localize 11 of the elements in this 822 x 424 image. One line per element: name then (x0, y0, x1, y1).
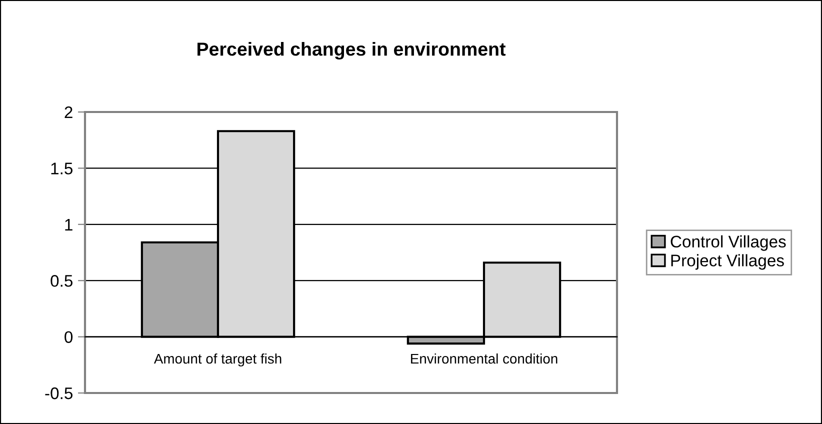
legend-label: Project Villages (671, 254, 784, 270)
x-tick-label: Environmental condition (411, 353, 558, 364)
y-tick-label: 0 (64, 331, 73, 344)
y-tick-label: 0.5 (50, 275, 72, 287)
x-tick-label: Amount of target fish (154, 353, 282, 366)
y-tick-label: 2 (64, 106, 72, 118)
chart-title: Perceived changes in environment (198, 42, 506, 60)
y-tick-label: 1 (65, 218, 72, 230)
y-tick-label: 1.5 (51, 162, 72, 174)
legend-label: Control Villages (670, 235, 786, 251)
y-tick-label: -0.5 (45, 387, 72, 400)
